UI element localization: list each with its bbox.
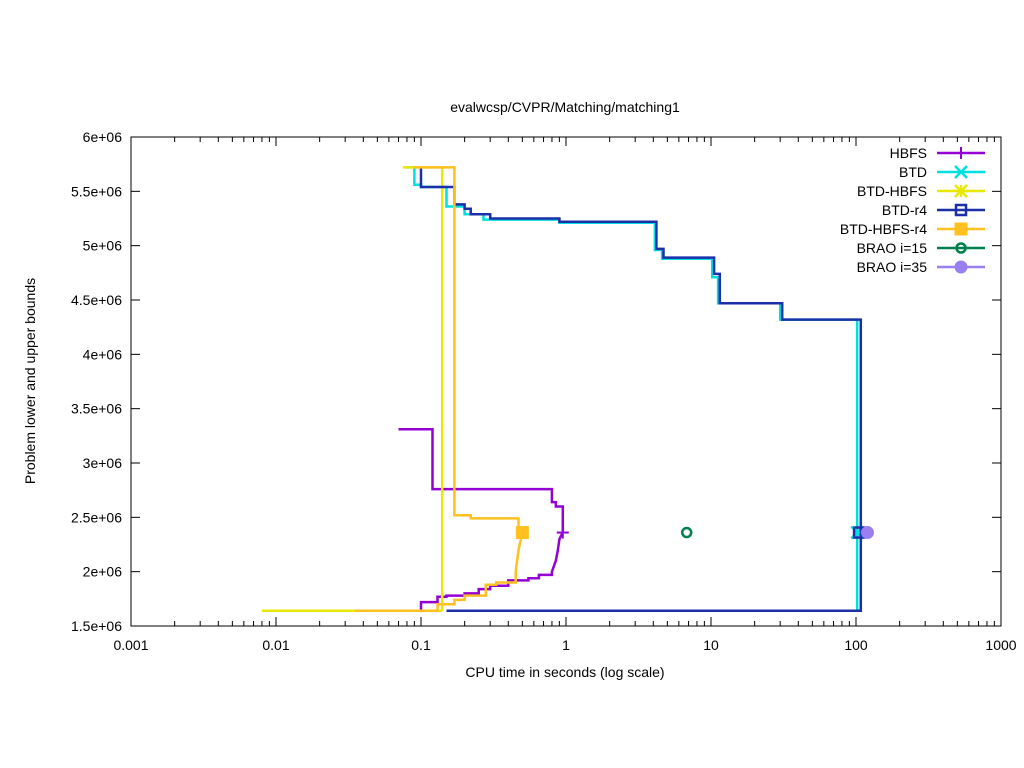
lower-bound-line xyxy=(354,532,524,613)
marker-open-circle xyxy=(680,526,693,539)
marker-x xyxy=(954,165,968,179)
x-tick-label: 0.01 xyxy=(262,637,289,653)
legend-item: BRAO i=15 xyxy=(857,240,985,256)
legend-label: BRAO i=35 xyxy=(857,259,928,275)
legend-item: BTD xyxy=(899,164,985,180)
x-tick-label: 10 xyxy=(703,637,719,653)
y-tick-label: 6e+06 xyxy=(83,129,123,145)
legend-item: BTD-HBFS xyxy=(857,183,985,199)
legend-label: BTD-r4 xyxy=(882,202,927,218)
legend-label: BTD xyxy=(899,164,927,180)
x-tick-label: 100 xyxy=(844,637,868,653)
legend: HBFS BTD BTD-HBFS BTD-r4 BTD-HBFS-r4 BRAO i=1… xyxy=(840,145,985,275)
marker-plus xyxy=(955,147,967,159)
y-tick-label: 2e+06 xyxy=(83,564,123,580)
y-tick-label: 4.5e+06 xyxy=(71,292,122,308)
upper-bound-line xyxy=(398,428,565,533)
marker-filled-circle xyxy=(860,526,874,540)
x-tick-label: 1 xyxy=(562,637,570,653)
y-tick-label: 2.5e+06 xyxy=(71,509,122,525)
x-tick-label: 0.1 xyxy=(411,637,431,653)
legend-label: BTD-HBFS xyxy=(857,183,927,199)
series-brao-i-15 xyxy=(680,526,693,539)
series-btd-hbfs xyxy=(261,166,444,613)
upper-bound-line xyxy=(419,167,863,533)
y-tick-label: 5.5e+06 xyxy=(71,183,122,199)
chart-title: evalwcsp/CVPR/Matching/matching1 xyxy=(450,99,680,115)
plot-frame xyxy=(130,136,1002,627)
series-btd-r4 xyxy=(419,167,866,613)
upper-bound-line xyxy=(414,166,520,533)
marker-plus xyxy=(556,526,569,539)
ticks-layer: 0.001 0.01 0.1 1 10 100 1000 1.5e+06 2e+06 2.5e+0… xyxy=(71,129,1017,653)
y-axis-label: Problem lower and upper bounds xyxy=(22,278,38,484)
x-axis-label: CPU time in seconds (log scale) xyxy=(465,664,664,680)
lower-bound-line xyxy=(446,532,863,613)
legend-item: BTD-r4 xyxy=(882,202,985,218)
lower-bound-line xyxy=(446,532,859,613)
marker-filled-square xyxy=(954,222,968,236)
marker-star xyxy=(954,184,968,198)
upper-bound-line xyxy=(402,166,444,611)
legend-item: BTD-HBFS-r4 xyxy=(840,221,985,237)
y-tick-label: 4e+06 xyxy=(83,346,123,362)
y-tick-label: 5e+06 xyxy=(83,238,123,254)
marker-filled-square xyxy=(515,526,529,540)
legend-label: HBFS xyxy=(890,145,927,161)
marker-open-circle xyxy=(955,242,967,254)
x-tick-label: 0.001 xyxy=(113,637,148,653)
y-tick-label: 3e+06 xyxy=(83,455,123,471)
marker-filled-circle xyxy=(954,260,968,274)
series-brao-i-35 xyxy=(860,526,874,540)
legend-label: BRAO i=15 xyxy=(857,240,928,256)
series-btd-hbfs-r4 xyxy=(354,166,529,613)
legend-item: BRAO i=35 xyxy=(857,259,985,275)
legend-label: BTD-HBFS-r4 xyxy=(840,221,927,237)
y-tick-label: 1.5e+06 xyxy=(71,618,122,634)
series-hbfs xyxy=(398,428,569,611)
series-layer xyxy=(261,166,874,613)
marker-open-square xyxy=(954,203,968,217)
lower-bound-line xyxy=(419,531,564,611)
series-btd xyxy=(406,166,865,613)
x-tick-label: 1000 xyxy=(985,637,1016,653)
y-tick-label: 3.5e+06 xyxy=(71,401,122,417)
legend-item: HBFS xyxy=(890,145,985,161)
